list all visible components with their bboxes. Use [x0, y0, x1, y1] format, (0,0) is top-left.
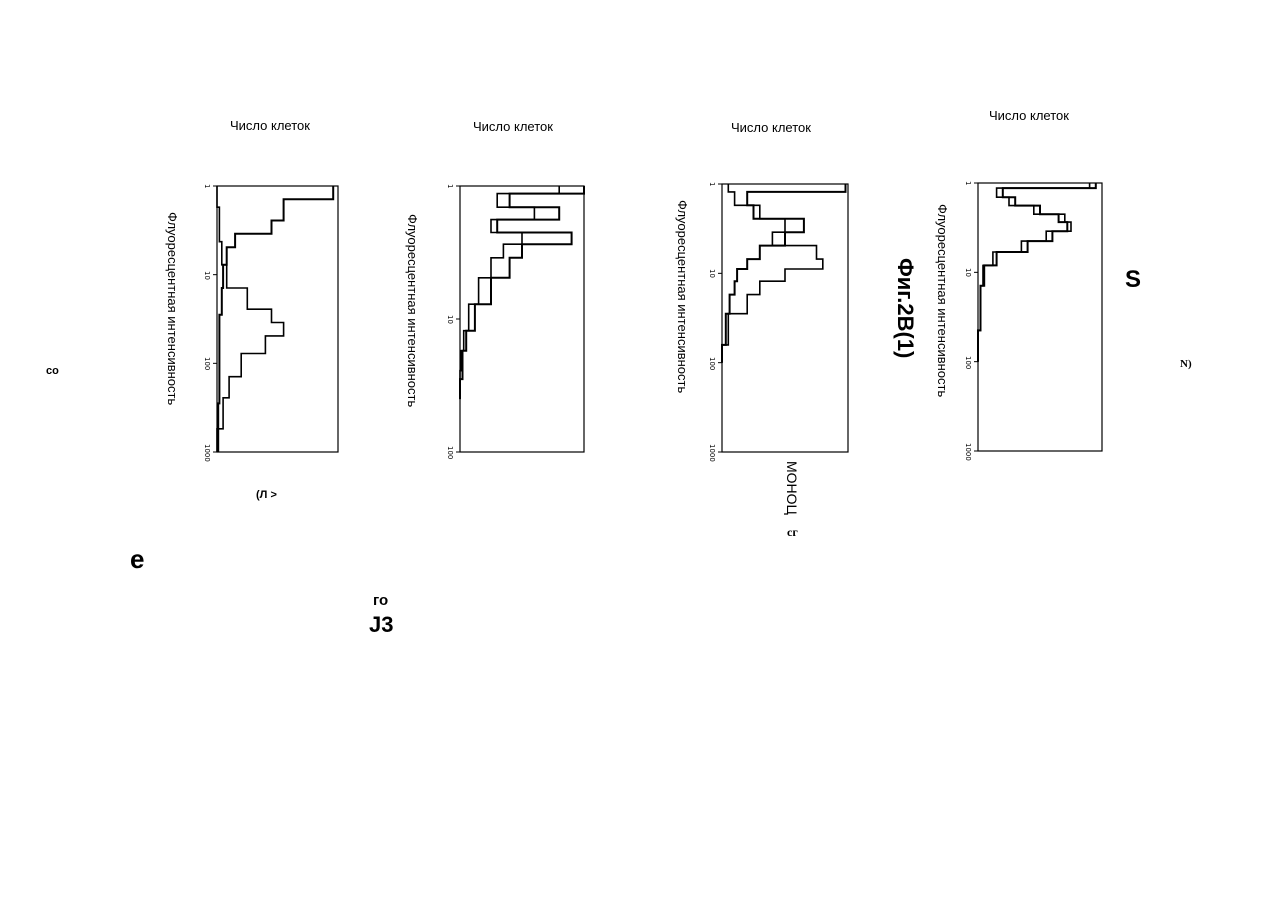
panel-4-tick-label-2: 10	[964, 268, 972, 277]
panel-4-tick-label-3: 100	[964, 356, 972, 369]
stray-text-s: S	[1125, 266, 1141, 294]
panel-2-plot	[460, 186, 584, 452]
panel-2-series-2	[460, 186, 559, 383]
panel-3-tick-label-1: 1	[708, 182, 716, 186]
panel-1-tick-label-4: 1000	[203, 444, 211, 462]
panel-1-tick-label-3: 100	[203, 357, 211, 370]
panel-3-series-1	[722, 184, 846, 363]
panel-2-title: Число клеток	[473, 119, 553, 134]
panel-1-plot	[217, 186, 338, 452]
panel-3-tick-label-4: 1000	[708, 444, 716, 462]
panel-4-title: Число клеток	[989, 108, 1069, 123]
panel-4-ylabel: Флуоресцентная интенсивность	[935, 204, 950, 397]
panel-2-tick-label-1: 1	[446, 184, 454, 188]
panel-3-plot	[722, 184, 848, 452]
stray-text-j3: J3	[369, 612, 393, 638]
stray-text-co: co	[46, 365, 59, 377]
stray-text-go: го	[373, 592, 388, 609]
panel-4-series-1	[978, 183, 1096, 362]
figure-label: Фиг.2В(1)	[892, 258, 918, 358]
panel-3-tick-label-2: 10	[708, 269, 716, 278]
panel-1-tick-label-1: 1	[203, 184, 211, 188]
panel-2-tick-label-2: 10	[446, 315, 454, 324]
panel-4-plot	[978, 183, 1102, 451]
panel-1-ylabel: Флуоресцентная интенсивность	[165, 212, 180, 405]
panel-3-ylabel: Флуоресцентная интенсивность	[675, 200, 690, 393]
panel-4-series-2	[978, 183, 1090, 362]
stray-text-e: e	[130, 544, 144, 575]
panel-2-frame	[460, 186, 584, 452]
panel-4-frame	[978, 183, 1102, 451]
panel-1-frame	[217, 186, 338, 452]
stray-text-cg: cг	[787, 525, 798, 540]
stray-text-n: N)	[1180, 358, 1192, 370]
stray-text-paren: (Л >	[256, 489, 277, 501]
panel-2-tick-label-3: 100	[446, 446, 454, 459]
panel-1-series-1	[218, 186, 333, 452]
panel-1-title: Число клеток	[230, 118, 310, 133]
panel-4-tick-label-1: 1	[964, 181, 972, 185]
panel-1-series-2	[217, 186, 284, 452]
stray-text-monots: МОНОЦ	[784, 461, 800, 515]
panel-3-title: Число клеток	[731, 120, 811, 135]
panel-2-ylabel: Флуоресцентная интенсивность	[405, 214, 420, 407]
panel-3-tick-label-3: 100	[708, 357, 716, 370]
panel-1-tick-label-2: 10	[203, 271, 211, 280]
panel-4-tick-label-4: 1000	[964, 443, 972, 461]
